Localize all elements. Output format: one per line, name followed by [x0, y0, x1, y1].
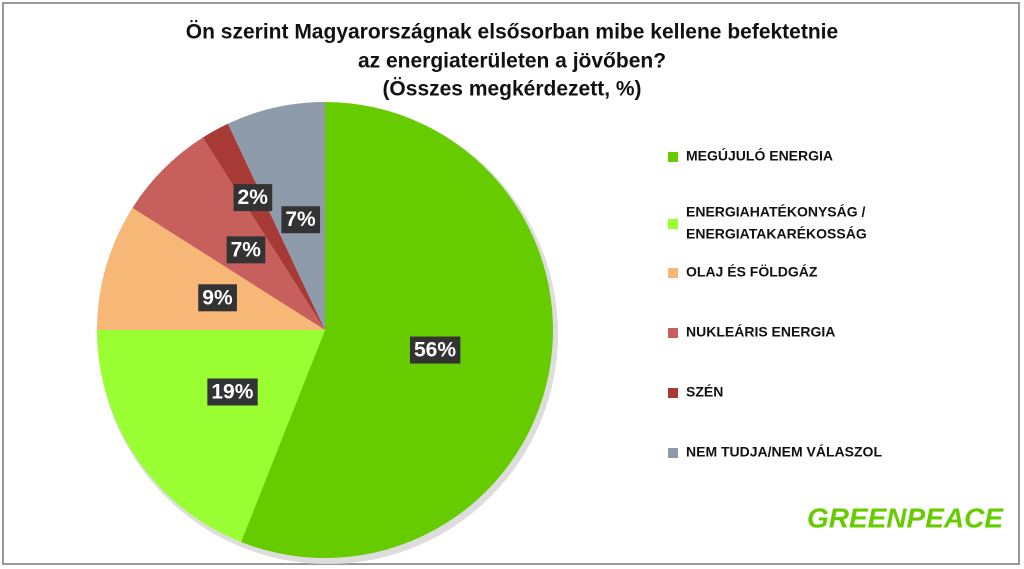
chart-title: az energiaterületen a jövőben?	[358, 50, 666, 73]
pie-slice	[241, 102, 553, 558]
pie-slice	[132, 137, 325, 330]
data-label: 2%	[238, 186, 269, 209]
legend-swatch	[668, 152, 678, 162]
legend-label: SZÉN	[686, 384, 723, 400]
legend-swatch	[668, 328, 678, 338]
legend-swatch	[668, 219, 678, 229]
legend-label: OLAJ ÉS FÖLDGÁZ	[686, 264, 818, 280]
data-label-box	[198, 284, 237, 312]
data-label: 19%	[211, 381, 253, 404]
pie-slice	[202, 123, 325, 330]
legend-label: NEM TUDJA/NEM VÁLASZOL	[686, 444, 882, 460]
legend-label: ENERGIAHATÉKONYSÁG /	[686, 204, 866, 220]
data-label-box	[281, 206, 321, 234]
legend-swatch	[668, 388, 678, 398]
data-label: 7%	[231, 238, 262, 261]
data-label: 7%	[285, 208, 316, 231]
legend-swatch	[668, 268, 678, 278]
legend-swatch	[668, 448, 678, 458]
data-label-box	[207, 378, 258, 406]
legend-label: NUKLEÁRIS ENERGIA	[686, 324, 835, 340]
legend-label: ENERGIATAKARÉKOSSÁG	[686, 226, 867, 242]
data-label-box	[226, 236, 266, 264]
data-label-box	[410, 336, 461, 364]
pie-slice	[97, 207, 325, 330]
pie-slice	[227, 102, 325, 330]
chart-title: (Összes megkérdezett, %)	[382, 78, 641, 101]
pie-slice	[97, 330, 325, 542]
legend-label: MEGÚJULÓ ENERGIA	[686, 147, 833, 164]
data-label-box	[233, 184, 273, 212]
logo: GREENPEACE	[807, 502, 1004, 533]
data-label: 9%	[202, 286, 233, 309]
chart-title: Ön szerint Magyarországnak elsősorban mi…	[186, 21, 838, 44]
data-label: 56%	[414, 339, 456, 362]
